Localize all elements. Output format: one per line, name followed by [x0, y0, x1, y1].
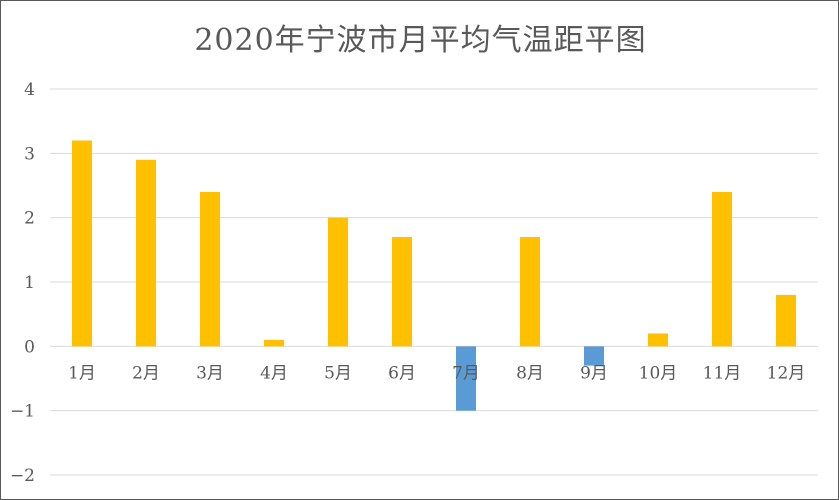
- y-tick-label: −2: [10, 466, 35, 486]
- y-tick-label: 0: [24, 337, 35, 357]
- bar-7月: [456, 346, 476, 411]
- y-tick-label: −1: [10, 402, 35, 422]
- x-tick-label: 11月: [703, 363, 742, 383]
- x-tick-label: 9月: [580, 363, 608, 383]
- bar-5月: [328, 217, 348, 347]
- bar-3月: [200, 191, 220, 347]
- x-tick-label: 1月: [68, 363, 96, 383]
- x-tick-label: 10月: [639, 363, 678, 383]
- y-tick-label: 3: [24, 144, 35, 164]
- bar-8月: [520, 236, 540, 347]
- x-tick-label: 12月: [767, 363, 806, 383]
- bar-9月: [584, 346, 604, 366]
- x-tick-label: 2月: [132, 363, 160, 383]
- bar-6月: [392, 236, 412, 347]
- bar-12月: [776, 294, 796, 347]
- x-tick-label: 7月: [452, 363, 480, 383]
- y-tick-label: 4: [24, 80, 35, 100]
- x-tick-label: 5月: [324, 363, 352, 383]
- chart-title: 2020年宁波市月平均气温距平图: [194, 23, 647, 58]
- bar-10月: [648, 333, 668, 347]
- bar-1月: [72, 140, 92, 347]
- bar-2月: [136, 159, 156, 347]
- x-tick-label: 4月: [260, 363, 288, 383]
- x-tick-label: 6月: [388, 363, 416, 383]
- y-tick-label: 2: [24, 209, 35, 229]
- x-tick-label: 3月: [196, 363, 224, 383]
- bar-11月: [712, 191, 732, 347]
- bar-4月: [264, 339, 284, 347]
- x-tick-label: 8月: [516, 363, 544, 383]
- y-tick-label: 1: [24, 273, 35, 293]
